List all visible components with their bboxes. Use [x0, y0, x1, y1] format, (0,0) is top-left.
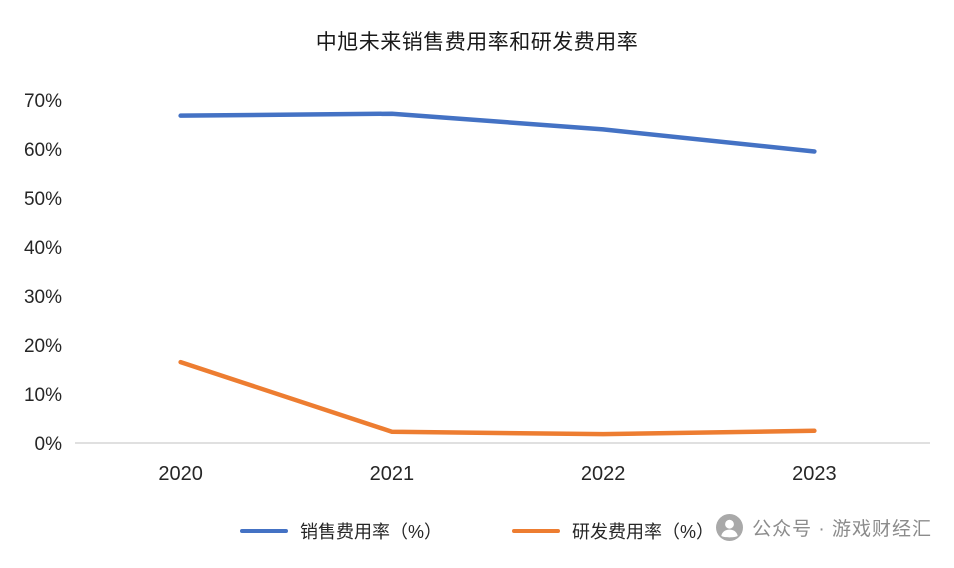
legend-label-rnd-expense: 研发费用率（%） — [572, 522, 715, 542]
y-axis-tick-label: 40% — [24, 238, 62, 259]
legend-line-sales-expense — [239, 528, 288, 534]
watermark-text: 公众号 · 游戏财经汇 — [752, 519, 932, 540]
y-axis-tick-label: 30% — [24, 287, 62, 308]
series-line-sales-expense — [178, 111, 817, 154]
x-axis-tick-label: 2020 — [158, 463, 203, 485]
chart-legend: 销售费用率（%） 研发费用率（%） — [0, 518, 954, 544]
x-axis-tick-label: 2023 — [792, 463, 837, 485]
x-axis-tick-label: 2021 — [370, 463, 415, 485]
chart-plot: 0% 10% 20% 30% 40% 50% 60% 70% 2020 2021 2022 2023 — [24, 91, 930, 485]
legend-item-rnd-expense: 研发费用率（%） — [512, 518, 714, 544]
y-axis-tick-label: 60% — [24, 140, 62, 161]
x-axis-tick-label: 2022 — [581, 463, 626, 485]
y-axis-tick-label: 20% — [24, 336, 62, 357]
y-axis-tick-label: 0% — [35, 434, 63, 455]
person-icon — [716, 514, 744, 541]
legend-label-sales-expense: 销售费用率（%） — [299, 522, 442, 542]
legend-item-sales-expense: 销售费用率（%） — [239, 518, 442, 544]
chart-title: 中旭未来销售费用率和研发费用率 — [315, 31, 639, 54]
watermark: 公众号 · 游戏财经汇 — [716, 514, 932, 541]
y-axis-tick-label: 50% — [24, 189, 62, 210]
legend-line-rnd-expense — [512, 528, 560, 534]
y-axis-tick-label: 70% — [24, 91, 62, 112]
series-line-rnd-expense — [178, 359, 817, 437]
y-axis-tick-label: 10% — [24, 385, 62, 406]
